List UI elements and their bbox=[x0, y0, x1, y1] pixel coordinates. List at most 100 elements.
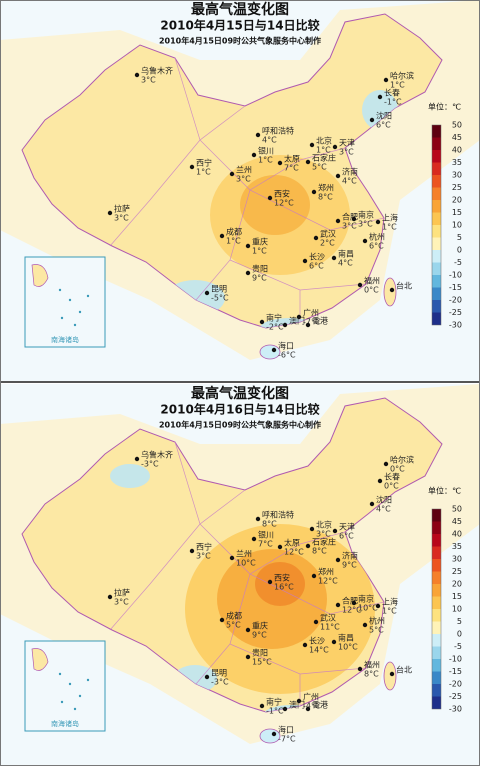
city-dot bbox=[219, 617, 225, 623]
city-temp: -4°C bbox=[303, 702, 321, 711]
legend-tick: -30 bbox=[449, 321, 462, 330]
legend-tick: 20 bbox=[452, 580, 462, 589]
legend-band bbox=[432, 312, 441, 325]
legend-tick: 15 bbox=[452, 208, 462, 217]
city-temp: 0°C bbox=[384, 482, 399, 491]
city-dot bbox=[245, 270, 251, 276]
city-temp: 9°C bbox=[342, 561, 357, 570]
city-name: 贵阳 bbox=[252, 264, 268, 274]
city-temp: 5°C bbox=[369, 626, 384, 635]
city-dot bbox=[259, 319, 265, 325]
city-name: 合肥 bbox=[342, 596, 358, 606]
legend-band bbox=[432, 187, 441, 200]
inset-island bbox=[86, 678, 90, 682]
legend-band bbox=[432, 237, 441, 250]
legend-tick: 5 bbox=[457, 233, 462, 242]
city-temp: 8°C bbox=[262, 520, 277, 529]
city-dot bbox=[383, 77, 389, 83]
city-temp: 8°C bbox=[312, 547, 327, 556]
city-name: 武汉 bbox=[320, 613, 336, 623]
city-name: 澳门 bbox=[289, 700, 305, 710]
city-name: 太原 bbox=[284, 154, 300, 164]
city-name: 西安 bbox=[274, 189, 290, 199]
city-dot bbox=[305, 159, 311, 165]
legend-tick: 40 bbox=[452, 146, 462, 155]
city-name: 香港 bbox=[312, 316, 328, 326]
city-name: 杭州 bbox=[369, 232, 385, 242]
city-dot bbox=[331, 639, 337, 645]
city-dot bbox=[369, 117, 375, 123]
legend-band bbox=[432, 225, 441, 238]
city-dot bbox=[309, 526, 315, 532]
city-name: 兰州 bbox=[236, 165, 252, 175]
province-borders bbox=[109, 441, 385, 706]
city-dot bbox=[271, 347, 277, 353]
legend-band bbox=[432, 150, 441, 163]
city-dot bbox=[251, 152, 257, 158]
city-dot bbox=[357, 666, 363, 672]
city-temp: 1°C bbox=[258, 156, 273, 165]
city-dot bbox=[267, 195, 273, 201]
city-temp: 4°C bbox=[338, 259, 353, 268]
legend-band bbox=[432, 137, 441, 150]
legend-tick: 5 bbox=[457, 617, 462, 626]
inset-label: 南海诸岛 bbox=[51, 719, 79, 728]
city-dot bbox=[251, 536, 257, 542]
city-temp: -1°C bbox=[384, 98, 402, 107]
legend-band bbox=[432, 584, 441, 597]
city-dot bbox=[375, 603, 381, 609]
city-name: 北京 bbox=[316, 136, 332, 146]
city-name: 海口 bbox=[278, 725, 294, 735]
city-temp: 4°C bbox=[262, 136, 277, 145]
legend-unit: 单位：℃ bbox=[428, 102, 461, 112]
city-name: 长春 bbox=[384, 88, 400, 98]
inset-island bbox=[78, 310, 82, 314]
warm-area bbox=[240, 175, 310, 235]
city-name: 广州 bbox=[303, 308, 319, 318]
city-name: 长沙 bbox=[309, 252, 325, 262]
map-subtitle: 2010年4月15日与14日比较 bbox=[160, 18, 319, 33]
city-name: 南昌 bbox=[338, 633, 354, 643]
city-dot bbox=[267, 579, 273, 585]
legend-tick: -15 bbox=[449, 667, 462, 676]
legend-band bbox=[432, 671, 441, 684]
city-temp: 3°C bbox=[196, 552, 211, 561]
city-dot bbox=[245, 627, 251, 633]
city-temp: 9°C bbox=[252, 631, 267, 640]
city-name: 南宁 bbox=[266, 313, 282, 323]
inset-coast bbox=[31, 264, 49, 287]
legend-band bbox=[432, 262, 441, 275]
city-temp: -6°C bbox=[278, 351, 296, 360]
city-name: 昆明 bbox=[211, 285, 227, 294]
city-dot bbox=[255, 516, 261, 522]
city-dot bbox=[335, 602, 341, 608]
city-temp: 1°C bbox=[316, 146, 331, 155]
city-dot bbox=[277, 160, 283, 166]
city-name: 合肥 bbox=[342, 212, 358, 222]
city-temp: 2°C bbox=[320, 239, 335, 248]
city-name: 石家庄 bbox=[312, 153, 336, 163]
legend-tick: 50 bbox=[452, 505, 462, 514]
legend-tick: -20 bbox=[449, 680, 462, 689]
city-name: 杭州 bbox=[369, 616, 385, 626]
legend-tick: -5 bbox=[454, 258, 462, 267]
city-name: 成都 bbox=[226, 227, 242, 237]
city-temp: 3°C bbox=[114, 598, 129, 607]
city-temp: 10°C bbox=[358, 604, 378, 613]
city-temp: 3°C bbox=[316, 530, 331, 539]
city-dot bbox=[255, 132, 261, 138]
city-temp: 4°C bbox=[342, 177, 357, 186]
city-name: 天津 bbox=[339, 522, 355, 532]
city-name: 西宁 bbox=[196, 542, 212, 552]
legend-tick: -10 bbox=[449, 655, 462, 664]
legend-band bbox=[432, 659, 441, 672]
city-name: 乌鲁木齐 bbox=[141, 66, 173, 76]
inset-island bbox=[73, 323, 77, 327]
city-temp: 1°C bbox=[252, 247, 267, 256]
city-dot bbox=[296, 314, 302, 320]
city-dot bbox=[311, 573, 317, 579]
city-name: 乌鲁木齐 bbox=[141, 450, 173, 460]
legend-band bbox=[432, 571, 441, 584]
city-dot bbox=[362, 622, 368, 628]
city-temp: 1°C bbox=[382, 223, 397, 232]
